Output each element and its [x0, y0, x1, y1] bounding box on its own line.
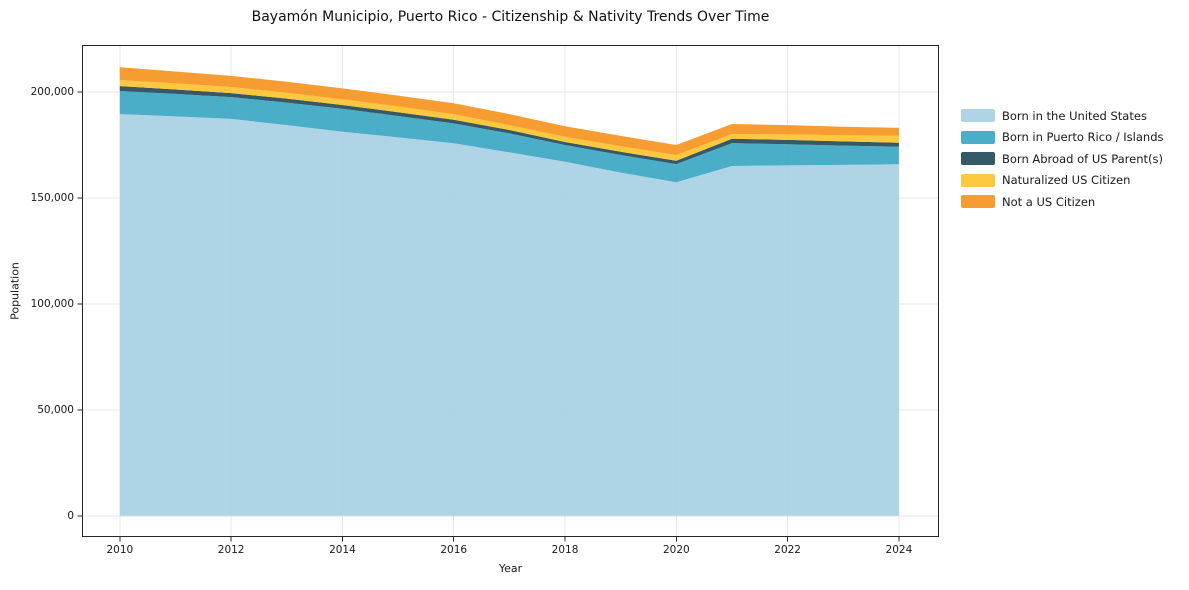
- area-born-in-the-united-states: [119, 114, 899, 516]
- legend-item: Not a US Citizen: [961, 191, 1164, 213]
- legend-item-label: Born in the United States: [1002, 108, 1147, 123]
- x-tick-label: 2018: [551, 544, 579, 556]
- legend-item-label: Not a US Citizen: [1002, 194, 1096, 209]
- legend-swatch: [961, 130, 995, 144]
- x-tick-label: 2024: [885, 544, 913, 556]
- legend-swatch: [961, 195, 995, 209]
- x-tick-label: 2020: [662, 544, 690, 556]
- chart-title: Bayamón Municipio, Puerto Rico - Citizen…: [251, 9, 770, 25]
- y-tick-label: 200,000: [30, 86, 74, 99]
- x-tick-label: 2016: [440, 544, 468, 556]
- y-tick-label: 100,000: [30, 297, 74, 310]
- stacked-areas: [119, 67, 899, 516]
- legend: Born in the United States Born in Puerto…: [961, 105, 1164, 213]
- legend-item: Born in the United States: [961, 105, 1164, 127]
- legend-item: Born Abroad of US Parent(s): [961, 148, 1164, 170]
- legend-item: Born in Puerto Rico / Islands: [961, 127, 1164, 149]
- x-tick-label: 2014: [329, 544, 356, 556]
- x-tick-label: 2022: [774, 544, 801, 556]
- y-tick-label: 150,000: [30, 191, 74, 204]
- area-not-a-us-citizen: [119, 67, 899, 155]
- legend-item-label: Naturalized US Citizen: [1002, 173, 1131, 188]
- plot-border: [81, 44, 940, 538]
- tick-marks: [77, 91, 900, 542]
- legend-item-label: Born Abroad of US Parent(s): [1002, 151, 1163, 166]
- legend-item-label: Born in Puerto Rico / Islands: [1002, 130, 1164, 145]
- y-axis-label: Population: [8, 262, 22, 320]
- x-tick-label: 2010: [106, 544, 134, 556]
- x-tick-label: 2012: [217, 544, 245, 556]
- legend-swatch: [961, 152, 995, 166]
- legend-item: Naturalized US Citizen: [961, 170, 1164, 192]
- y-tick-label: 0: [67, 509, 74, 522]
- legend-swatch: [961, 173, 995, 187]
- area-naturalized-us-citizen: [119, 80, 899, 161]
- y-tick-label: 50,000: [37, 403, 74, 416]
- legend-swatch: [961, 109, 995, 123]
- area-born-abroad-of-us-parent-s: [119, 86, 899, 165]
- x-axis-label: Year: [498, 562, 523, 575]
- area-born-in-puerto-rico-islands: [119, 91, 899, 183]
